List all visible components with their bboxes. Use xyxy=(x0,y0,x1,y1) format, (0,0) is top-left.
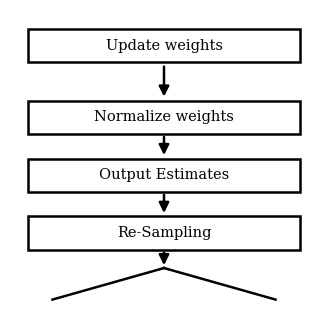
FancyBboxPatch shape xyxy=(28,100,300,134)
FancyBboxPatch shape xyxy=(28,29,300,62)
Text: Output Estimates: Output Estimates xyxy=(99,168,229,182)
FancyBboxPatch shape xyxy=(28,158,300,192)
FancyBboxPatch shape xyxy=(28,216,300,250)
Text: Re-Sampling: Re-Sampling xyxy=(117,226,211,240)
Text: Normalize weights: Normalize weights xyxy=(94,110,234,124)
Text: Update weights: Update weights xyxy=(106,39,222,53)
